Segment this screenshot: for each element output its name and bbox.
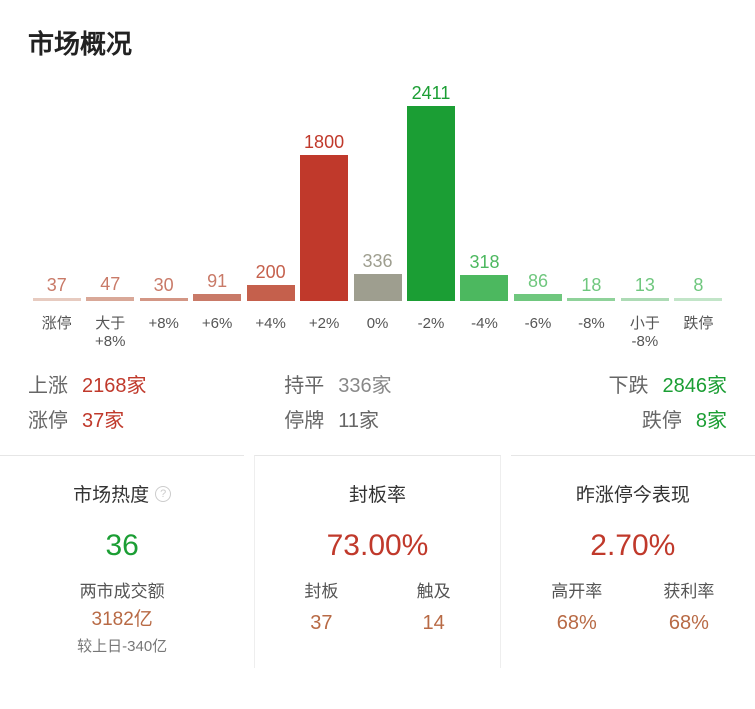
page-title: 市场概况 <box>28 24 727 61</box>
bar <box>354 274 402 301</box>
cards-row: 市场热度 ? 36 两市成交额 3182亿 较上日-340亿 封板率 73.00… <box>0 455 755 668</box>
bar-col: 13 <box>618 71 671 301</box>
yesterday-left-label: 高开率 <box>521 577 633 602</box>
bar <box>674 298 722 301</box>
bar-value-label: 13 <box>635 276 655 294</box>
bar <box>407 106 455 301</box>
summary-limit-up-value: 37家 <box>82 404 124 433</box>
bar-col: 1800 <box>297 71 350 301</box>
bar <box>193 294 241 301</box>
yesterday-card-title: 昨涨停今表现 <box>576 480 690 507</box>
bar-col: 200 <box>244 71 297 301</box>
bar-col: 18 <box>565 71 618 301</box>
bar-value-label: 37 <box>47 276 67 294</box>
bar-value-label: 2411 <box>412 84 451 102</box>
summary-flat-label: 持平 <box>284 369 324 398</box>
x-axis-label: +8% <box>137 315 190 351</box>
heat-card-sub-value: 3182亿 <box>10 604 234 631</box>
summary-suspended-value: 11家 <box>338 404 379 433</box>
x-axis-label: 涨停 <box>30 315 83 351</box>
bar <box>86 297 134 301</box>
bar <box>247 285 295 301</box>
summary-limit-up-label: 涨停 <box>28 404 68 433</box>
summary-section: 上涨 2168家 持平 336家 下跌 2846家 涨停 37家 停牌 11家 <box>28 369 727 433</box>
bar <box>33 298 81 301</box>
bar-col: 91 <box>190 71 243 301</box>
summary-limit-down-label: 跌停 <box>642 404 682 433</box>
bar <box>514 294 562 301</box>
help-icon[interactable]: ? <box>155 486 171 502</box>
x-axis-label: -6% <box>511 315 564 351</box>
bar-col: 2411 <box>404 71 457 301</box>
seal-card-value: 73.00% <box>265 529 489 563</box>
bar-value-label: 91 <box>207 272 227 290</box>
bar-col: 37 <box>30 71 83 301</box>
distribution-bar-chart: 37 47 30 91 200 1800 336 2411 318 86 18 13 8 <box>28 71 727 301</box>
bar-value-label: 47 <box>100 275 120 293</box>
yesterday-right-value: 68% <box>633 612 745 635</box>
yesterday-card-value: 2.70% <box>521 529 745 563</box>
x-axis-label: +6% <box>190 315 243 351</box>
summary-suspended-label: 停牌 <box>284 404 324 433</box>
seal-right-value: 14 <box>378 612 490 635</box>
heat-card-note: 较上日-340亿 <box>10 635 234 656</box>
seal-card-title: 封板率 <box>349 480 406 507</box>
bar-value-label: 86 <box>528 272 548 290</box>
summary-down-label: 下跌 <box>609 369 649 398</box>
chart-x-axis-labels: 涨停大于+8%+8%+6%+4%+2%0%-2%-4%-6%-8%小于-8%跌停 <box>28 315 727 351</box>
seal-rate-card[interactable]: 封板率 73.00% 封板 37 触及 14 <box>254 455 500 668</box>
x-axis-label: -8% <box>565 315 618 351</box>
summary-limit-down-value: 8家 <box>696 404 727 433</box>
x-axis-label: 小于-8% <box>618 315 671 351</box>
yesterday-right-label: 获利率 <box>633 577 745 602</box>
x-axis-label: +2% <box>297 315 350 351</box>
bar-col: 8 <box>672 71 725 301</box>
summary-down-value: 2846家 <box>663 369 728 398</box>
heat-card-title: 市场热度 ? <box>73 480 171 507</box>
summary-row-1: 上涨 2168家 持平 336家 下跌 2846家 <box>28 369 727 398</box>
x-axis-label: -4% <box>458 315 511 351</box>
seal-left-label: 封板 <box>265 577 377 602</box>
bar-value-label: 8 <box>693 276 703 294</box>
bar <box>567 298 615 301</box>
heat-card-value: 36 <box>10 529 234 563</box>
seal-left-value: 37 <box>265 612 377 635</box>
seal-right-label: 触及 <box>378 577 490 602</box>
bar-value-label: 18 <box>581 276 601 294</box>
bar-col: 47 <box>83 71 136 301</box>
bar-value-label: 30 <box>154 276 174 294</box>
market-heat-card[interactable]: 市场热度 ? 36 两市成交额 3182亿 较上日-340亿 <box>0 455 244 668</box>
bar-value-label: 200 <box>256 263 286 281</box>
summary-up-label: 上涨 <box>28 369 68 398</box>
yesterday-left-value: 68% <box>521 612 633 635</box>
bar <box>140 298 188 301</box>
x-axis-label: 0% <box>351 315 404 351</box>
summary-row-2: 涨停 37家 停牌 11家 跌停 8家 <box>28 404 727 433</box>
bar-value-label: 336 <box>363 252 393 270</box>
bar-col: 86 <box>511 71 564 301</box>
heat-card-sub-label: 两市成交额 <box>10 577 234 602</box>
bar <box>460 275 508 301</box>
x-axis-label: -2% <box>404 315 457 351</box>
bar <box>300 155 348 301</box>
bar-col: 318 <box>458 71 511 301</box>
yesterday-limit-card[interactable]: 昨涨停今表现 2.70% 高开率 68% 获利率 68% <box>511 455 755 668</box>
x-axis-label: 大于+8% <box>83 315 136 351</box>
summary-flat-value: 336家 <box>338 369 391 398</box>
bar-value-label: 1800 <box>304 133 344 151</box>
x-axis-label: 跌停 <box>672 315 725 351</box>
summary-up-value: 2168家 <box>82 369 147 398</box>
bar <box>621 298 669 301</box>
bar-col: 336 <box>351 71 404 301</box>
x-axis-label: +4% <box>244 315 297 351</box>
bar-value-label: 318 <box>469 253 499 271</box>
bar-col: 30 <box>137 71 190 301</box>
